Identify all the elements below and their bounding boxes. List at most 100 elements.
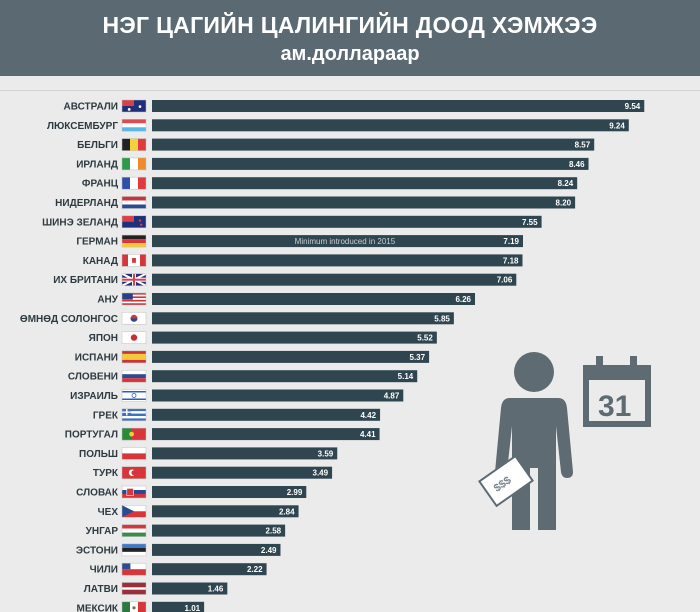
value-label: 9.54	[625, 102, 641, 111]
bar-19	[152, 447, 338, 460]
bar-23	[152, 524, 286, 537]
category-label: ИЗРАИЛЬ	[70, 391, 118, 402]
category-label: ТУРК	[93, 468, 119, 479]
category-label: УНГАР	[86, 526, 119, 537]
category-label: ӨМНӨД СОЛОНГОС	[20, 314, 118, 325]
poland-flag-icon	[121, 447, 147, 460]
value-label: 7.18	[503, 256, 519, 265]
bar-13	[152, 331, 437, 344]
bar-14	[152, 350, 430, 363]
value-label: 3.49	[313, 469, 329, 478]
category-label: АВСТРАЛИ	[64, 102, 118, 113]
value-label: 8.20	[556, 199, 572, 208]
bar-8	[152, 235, 524, 248]
bar-3	[152, 138, 595, 151]
chart-title: НЭГ ЦАГИЙН ЦАЛИНГИЙН ДООД ХЭМЖЭЭ	[102, 12, 598, 38]
usa-flag-icon	[121, 292, 147, 306]
slovakia-flag-icon	[121, 485, 147, 499]
israel-flag-icon	[121, 389, 147, 402]
turkey-flag-icon	[121, 466, 147, 479]
value-label: 2.99	[287, 488, 303, 497]
chart-header: НЭГ ЦАГИЙН ЦАЛИНГИЙН ДООД ХЭМЖЭЭ ам.долл…	[0, 0, 700, 76]
australia-flag-icon	[121, 99, 147, 113]
czech-flag-icon	[121, 505, 147, 518]
category-label: ЛЮКСЕМБУРГ	[47, 121, 118, 132]
value-label: 4.42	[360, 411, 376, 420]
chart-subtitle: ам.доллараар	[280, 43, 420, 65]
spain-flag-icon	[121, 350, 147, 364]
category-label: БЕЛЬГИ	[77, 140, 118, 151]
person-icon	[495, 352, 573, 530]
japan-flag-icon	[121, 331, 147, 344]
category-label: ЯПОН	[89, 333, 118, 344]
bar-24	[152, 543, 281, 556]
bar-26	[152, 582, 228, 595]
category-label: ЧИЛИ	[90, 565, 118, 576]
value-label: 7.19	[503, 237, 519, 246]
bar-10	[152, 273, 517, 286]
value-label: 1.46	[208, 585, 224, 594]
value-label: 4.41	[360, 430, 376, 439]
bar-6	[152, 196, 576, 209]
mexico-flag-icon	[121, 601, 147, 612]
france-flag-icon	[121, 176, 147, 190]
bar-12	[152, 312, 454, 325]
bar-2	[152, 119, 629, 132]
category-label: СЛОВЕНИ	[68, 372, 118, 383]
hungary-flag-icon	[121, 524, 147, 537]
value-label: 8.57	[575, 141, 591, 150]
netherlands-flag-icon	[121, 196, 147, 209]
canada-flag-icon	[121, 254, 147, 267]
calendar-number: 31	[598, 390, 631, 423]
value-label: 5.85	[434, 314, 450, 323]
category-label: ЭСТОНИ	[76, 545, 118, 556]
category-label: ЛАТВИ	[84, 584, 118, 595]
bar-25	[152, 563, 267, 576]
category-label: ГРЕК	[93, 410, 119, 421]
value-label: 4.87	[384, 392, 400, 401]
category-label: ЧЕХ	[98, 507, 119, 518]
bar-21	[152, 486, 307, 498]
category-label: СЛОВАК	[76, 488, 119, 499]
value-label: 2.84	[279, 507, 295, 516]
category-label: ПОРТУГАЛ	[65, 430, 118, 441]
bar-22	[152, 505, 299, 518]
value-label: 5.37	[410, 353, 426, 362]
new-zealand-flag-icon	[121, 215, 147, 229]
bar-18	[152, 428, 380, 441]
value-label: 7.06	[497, 276, 513, 285]
annotation-text: Minimum introduced in 2015	[295, 237, 396, 246]
bar-17	[152, 408, 381, 421]
value-label: 1.01	[185, 604, 201, 612]
category-label: АНУ	[97, 295, 118, 306]
bar-7	[152, 215, 542, 228]
value-label: 9.24	[609, 121, 625, 130]
value-label: 3.59	[318, 449, 334, 458]
germany-flag-icon	[121, 234, 147, 248]
luxembourg-flag-icon	[121, 119, 147, 132]
category-label: ИХ БРИТАНИ	[53, 275, 118, 286]
bar-5	[152, 177, 578, 190]
portugal-flag-icon	[121, 427, 147, 441]
value-label: 5.14	[398, 372, 414, 381]
uk-flag-icon	[121, 272, 147, 287]
category-label: ГЕРМАН	[76, 237, 118, 248]
chile-flag-icon	[121, 562, 147, 576]
bar-4	[152, 157, 589, 170]
greece-flag-icon	[121, 408, 147, 422]
value-label: 8.24	[558, 179, 574, 188]
value-label: 7.55	[522, 218, 538, 227]
category-label: ИСПАНИ	[75, 352, 118, 363]
estonia-flag-icon	[121, 543, 147, 557]
calendar-icon: 31	[583, 356, 651, 427]
value-label: 2.22	[247, 565, 263, 574]
money-bill-icon: $$$	[477, 454, 535, 508]
bar-1	[152, 100, 645, 112]
category-label: КАНАД	[83, 256, 118, 267]
value-label: 5.52	[417, 334, 433, 343]
category-label: ФРАНЦ	[82, 179, 119, 190]
category-label: ИРЛАНД	[76, 159, 118, 170]
category-label: МЕКСИК	[77, 603, 119, 612]
value-label: 2.49	[261, 546, 277, 555]
